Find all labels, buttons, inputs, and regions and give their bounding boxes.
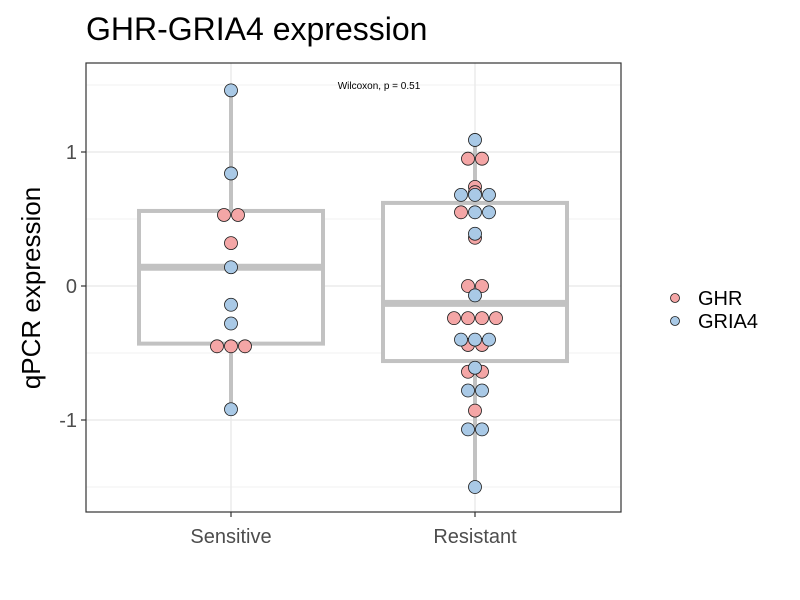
data-point-gria4 [224, 316, 238, 331]
data-point-gria4 [468, 187, 482, 202]
data-point-ghr [447, 311, 461, 326]
data-point-gria4 [468, 332, 482, 347]
data-point-gria4 [468, 133, 482, 147]
data-point-ghr [224, 236, 238, 251]
data-point-ghr [238, 339, 252, 354]
y-tick-label: 0 [66, 276, 77, 298]
data-point-gria4 [224, 402, 238, 417]
data-point-gria4 [468, 288, 482, 303]
data-point-ghr [210, 339, 224, 354]
data-point-gria4 [224, 260, 238, 275]
chart-title: GHR-GRIA4 expression [86, 11, 427, 47]
y-tick-label: -1 [59, 410, 77, 432]
data-point-gria4 [224, 166, 238, 181]
data-point-gria4 [468, 480, 482, 494]
data-point-ghr [475, 279, 489, 293]
data-point-ghr [461, 151, 475, 166]
data-point-ghr [475, 151, 489, 166]
y-axis-title: qPCR expression [16, 187, 46, 389]
data-point-gria4 [224, 297, 238, 312]
panel-border [85, 62, 622, 513]
plot-panel [85, 62, 622, 513]
data-point-ghr [231, 208, 245, 222]
x-tick-label: Sensitive [190, 526, 271, 548]
data-point-gria4 [224, 83, 238, 98]
x-tick-label: Resistant [433, 526, 517, 548]
data-point-ghr [217, 208, 231, 222]
data-point-ghr [461, 311, 475, 326]
data-point-ghr [489, 311, 503, 326]
data-point-ghr [468, 403, 482, 418]
data-point-gria4 [482, 205, 496, 220]
stat-annotation: Wilcoxon, p = 0.51 [338, 81, 421, 92]
data-point-gria4 [468, 360, 482, 375]
legend-key-ghr [670, 293, 680, 303]
y-tick-label: 1 [66, 142, 77, 164]
data-point-gria4 [468, 226, 482, 241]
data-point-gria4 [454, 187, 468, 202]
boxplot-sensitive [137, 90, 325, 410]
data-point-ghr [475, 311, 489, 326]
data-point-gria4 [468, 205, 482, 220]
data-point-ghr [461, 279, 475, 293]
data-point-gria4 [482, 187, 496, 202]
data-point-gria4 [454, 332, 468, 347]
data-point-gria4 [461, 422, 475, 437]
legend-label-gria4: GRIA4 [698, 311, 758, 333]
data-point-gria4 [475, 383, 489, 398]
data-point-ghr [454, 205, 468, 220]
data-point-gria4 [475, 422, 489, 437]
legend-key-gria4 [670, 316, 680, 326]
legend-label-ghr: GHR [698, 288, 742, 310]
data-point-gria4 [482, 332, 496, 347]
data-points [210, 83, 503, 494]
data-point-gria4 [461, 383, 475, 398]
data-point-ghr [224, 339, 238, 354]
